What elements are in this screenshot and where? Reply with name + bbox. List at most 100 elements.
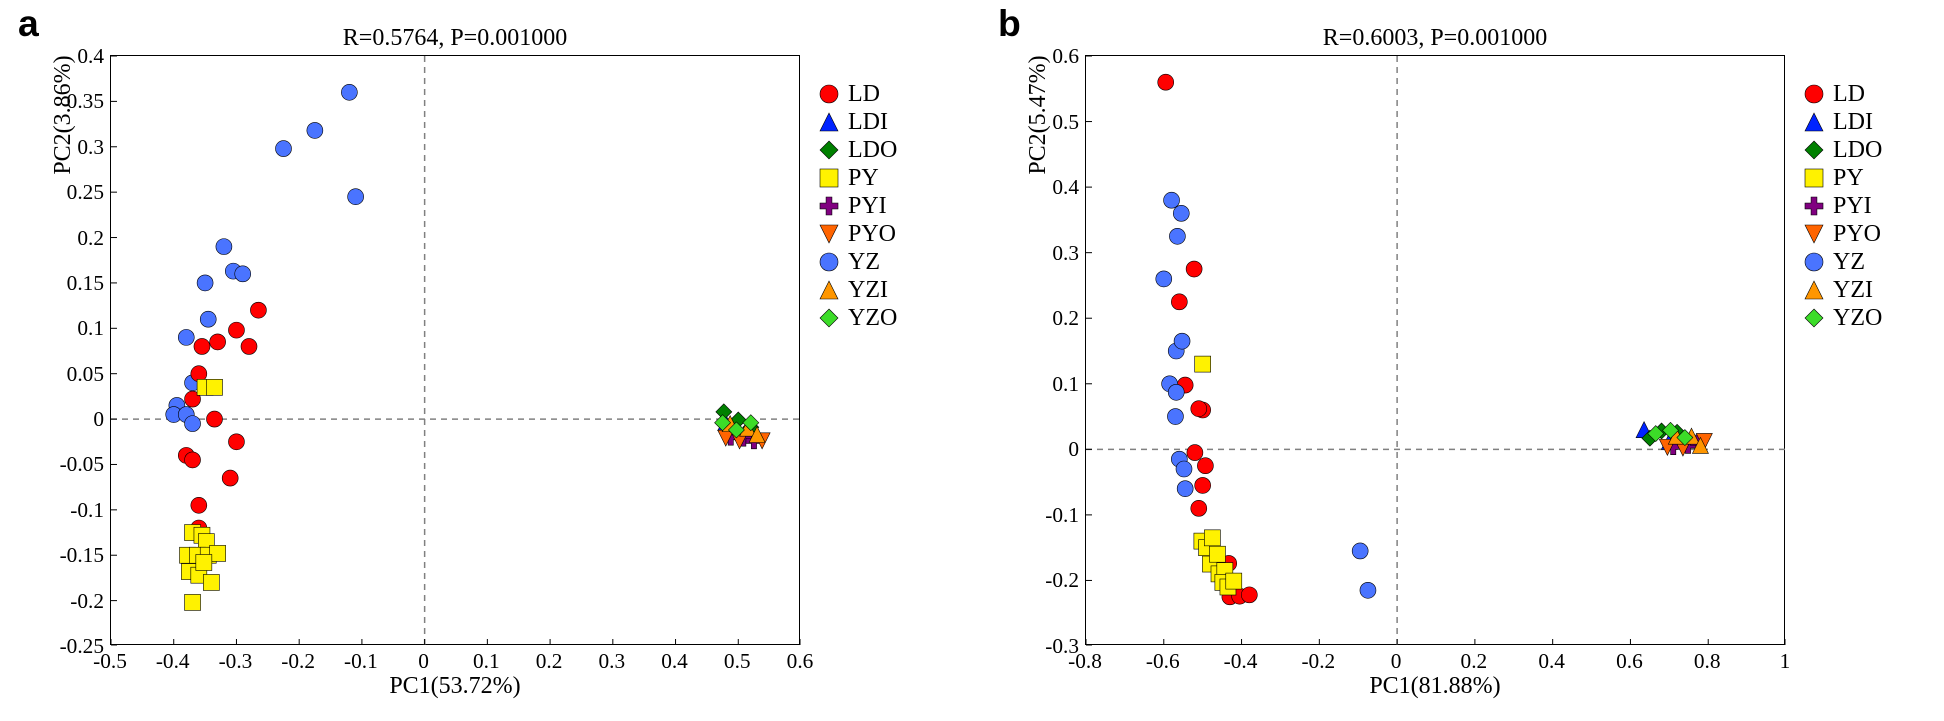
point-YZ [1169,228,1185,244]
legend-label: PYO [848,221,896,248]
ytick-label: -0.3 [1045,634,1079,659]
legend-item-PYI: PYI [1803,192,1882,220]
ytick-label: 0 [1068,437,1079,462]
xtick-label: 0.2 [1449,649,1499,674]
ytick-label: 0.05 [67,362,104,387]
legend-swatch-icon [818,83,840,105]
panel-b-ylabel: PC2(5.47%) [1025,0,1052,410]
panel-a-title: R=0.5764, P=0.001000 [110,25,800,52]
legend-swatch-icon [1803,251,1825,273]
point-YZ [1168,384,1184,400]
ytick-label: 0.4 [77,44,104,69]
ytick-label: -0.15 [60,543,104,568]
ytick-label: 0.25 [67,180,104,205]
legend-swatch-icon [818,279,840,301]
point-YZ [200,311,216,327]
point-YZ [341,84,357,100]
panel-a-legend: LDLDILDOPYPYIPYOYZYZIYZO [818,80,897,332]
ytick-label: 0.1 [1052,372,1079,397]
point-LD [207,411,223,427]
point-YZ [178,329,194,345]
point-YZ [307,122,323,138]
xtick-label: -0.4 [148,649,198,674]
ytick-label: -0.2 [70,589,104,614]
legend-label: PYI [1833,193,1872,220]
xtick-label: 0 [1371,649,1421,674]
point-PY [1195,356,1211,372]
point-PY [203,574,219,590]
legend-item-PYI: PYI [818,192,897,220]
xtick-label: 0 [399,649,449,674]
panel-b-xlabel: PC1(81.88%) [1085,673,1785,700]
ytick-label: -0.25 [60,634,104,659]
panel-a-label: a [18,2,39,45]
ytick-label: 0.3 [77,135,104,160]
legend-swatch-icon [1803,223,1825,245]
point-PY [196,554,212,570]
point-LD [228,434,244,450]
xtick-label: 0.3 [587,649,637,674]
ytick-label: -0.05 [60,452,104,477]
legend-item-LD: LD [1803,80,1882,108]
legend-label: LD [1833,81,1865,108]
point-LD [1195,477,1211,493]
legend-label: LDI [848,109,888,136]
legend-label: YZ [848,249,880,276]
legend-swatch-icon [818,251,840,273]
point-YZ [1173,205,1189,221]
xtick-label: -0.1 [336,649,386,674]
legend-label: LDO [1833,137,1882,164]
point-YZ [1174,333,1190,349]
legend-swatch-icon [1803,83,1825,105]
xtick-label: 0.6 [775,649,825,674]
point-LD [1191,500,1207,516]
panel-a-xlabel: PC1(53.72%) [110,673,800,700]
ytick-label: 0.35 [67,89,104,114]
point-PY [1226,573,1242,589]
point-YZ [216,239,232,255]
point-LD [1241,587,1257,603]
panel-b-label: b [998,2,1021,45]
legend-swatch-icon [1803,111,1825,133]
point-LD [210,334,226,350]
xtick-label: 0.8 [1682,649,1732,674]
xtick-label: 0.6 [1604,649,1654,674]
legend-item-YZI: YZI [818,276,897,304]
point-YZ [276,141,292,157]
legend-item-LDI: LDI [1803,108,1882,136]
point-LD [1158,74,1174,90]
point-PY [1209,546,1225,562]
point-YZ [1177,481,1193,497]
xtick-label: 0.2 [524,649,574,674]
ytick-label: -0.1 [1045,503,1079,528]
point-LD [250,302,266,318]
point-YZ [197,275,213,291]
legend-item-PYO: PYO [818,220,897,248]
legend-label: YZ [1833,249,1865,276]
point-PY [185,594,201,610]
point-LD [1191,401,1207,417]
legend-item-LDO: LDO [1803,136,1882,164]
legend-label: PY [848,165,879,192]
legend-item-PY: PY [818,164,897,192]
ytick-label: 0.2 [77,226,104,251]
ytick-label: 0 [93,407,104,432]
figure: { "figure": { "width_px": 1944, "height_… [0,0,1944,721]
legend-swatch-icon [818,223,840,245]
xtick-label: -0.2 [273,649,323,674]
point-LD [185,452,201,468]
xtick-label: 0.5 [712,649,762,674]
panel-a: a R=0.5764, P=0.001000 PC2(3.86%) PC1(53… [10,0,970,721]
point-LD [194,338,210,354]
legend-item-YZ: YZ [818,248,897,276]
legend-label: YZO [848,305,897,332]
point-PY [1204,530,1220,546]
ytick-label: 0.15 [67,271,104,296]
point-PY [207,379,223,395]
legend-label: YZI [848,277,888,304]
legend-item-LD: LD [818,80,897,108]
legend-item-LDO: LDO [818,136,897,164]
panel-b-legend: LDLDILDOPYPYIPYOYZYZIYZO [1803,80,1882,332]
legend-item-PYO: PYO [1803,220,1882,248]
legend-label: PY [1833,165,1864,192]
